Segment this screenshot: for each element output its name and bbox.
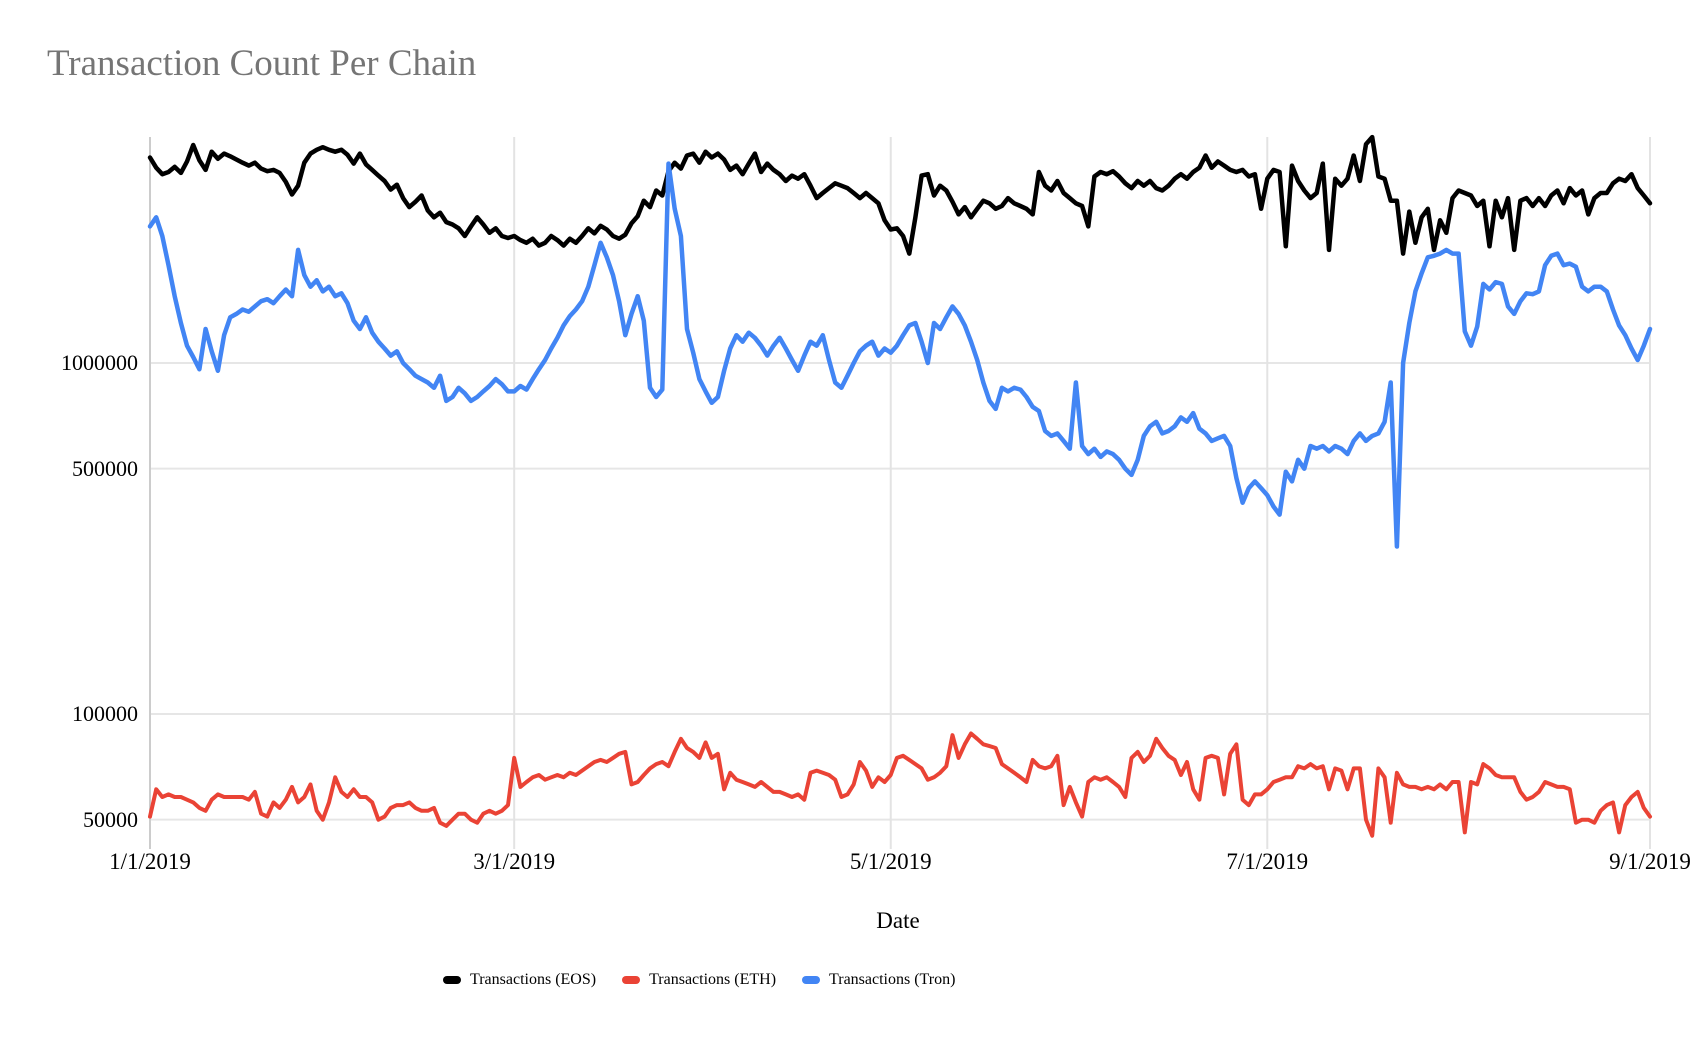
series-line-transactions-eth-[interactable] <box>148 731 1652 838</box>
legend-item-eos: Transactions (EOS) <box>443 971 596 989</box>
eos-series-swatch-icon <box>443 976 461 984</box>
eth-series-swatch-icon <box>622 976 641 984</box>
x-tick-label: 7/1/2019 <box>1226 849 1309 874</box>
legend-item-eth: Transactions (ETH) <box>622 971 776 989</box>
legend-label-eth: Transactions (ETH) <box>649 971 777 988</box>
y-tick-label: 100000 <box>72 701 138 726</box>
chart-title: Transaction Count Per Chain <box>47 43 477 84</box>
tron-series-swatch-icon <box>802 976 821 984</box>
x-tick-label: 5/1/2019 <box>849 849 932 874</box>
y-tick-label: 50000 <box>83 806 138 832</box>
x-axis-title: Date <box>876 908 920 933</box>
x-tick-label: 1/1/2019 <box>109 849 191 874</box>
series-line-transactions-tron-[interactable] <box>147 161 1653 549</box>
x-tick-label: 9/1/2019 <box>1609 849 1691 874</box>
legend-label-tron: Transactions (Tron) <box>829 971 956 988</box>
x-tick-label: 3/1/2019 <box>473 849 556 874</box>
y-tick-label: 500000 <box>72 455 138 481</box>
legend-item-tron: Transactions (Tron) <box>802 971 955 989</box>
legend: Transactions (EOS) Transactions (ETH) Tr… <box>443 971 955 989</box>
y-tick-label: 1000000 <box>61 350 138 375</box>
series-line-transactions-eos-[interactable] <box>147 134 1653 256</box>
legend-label-eos: Transactions (EOS) <box>470 971 597 988</box>
